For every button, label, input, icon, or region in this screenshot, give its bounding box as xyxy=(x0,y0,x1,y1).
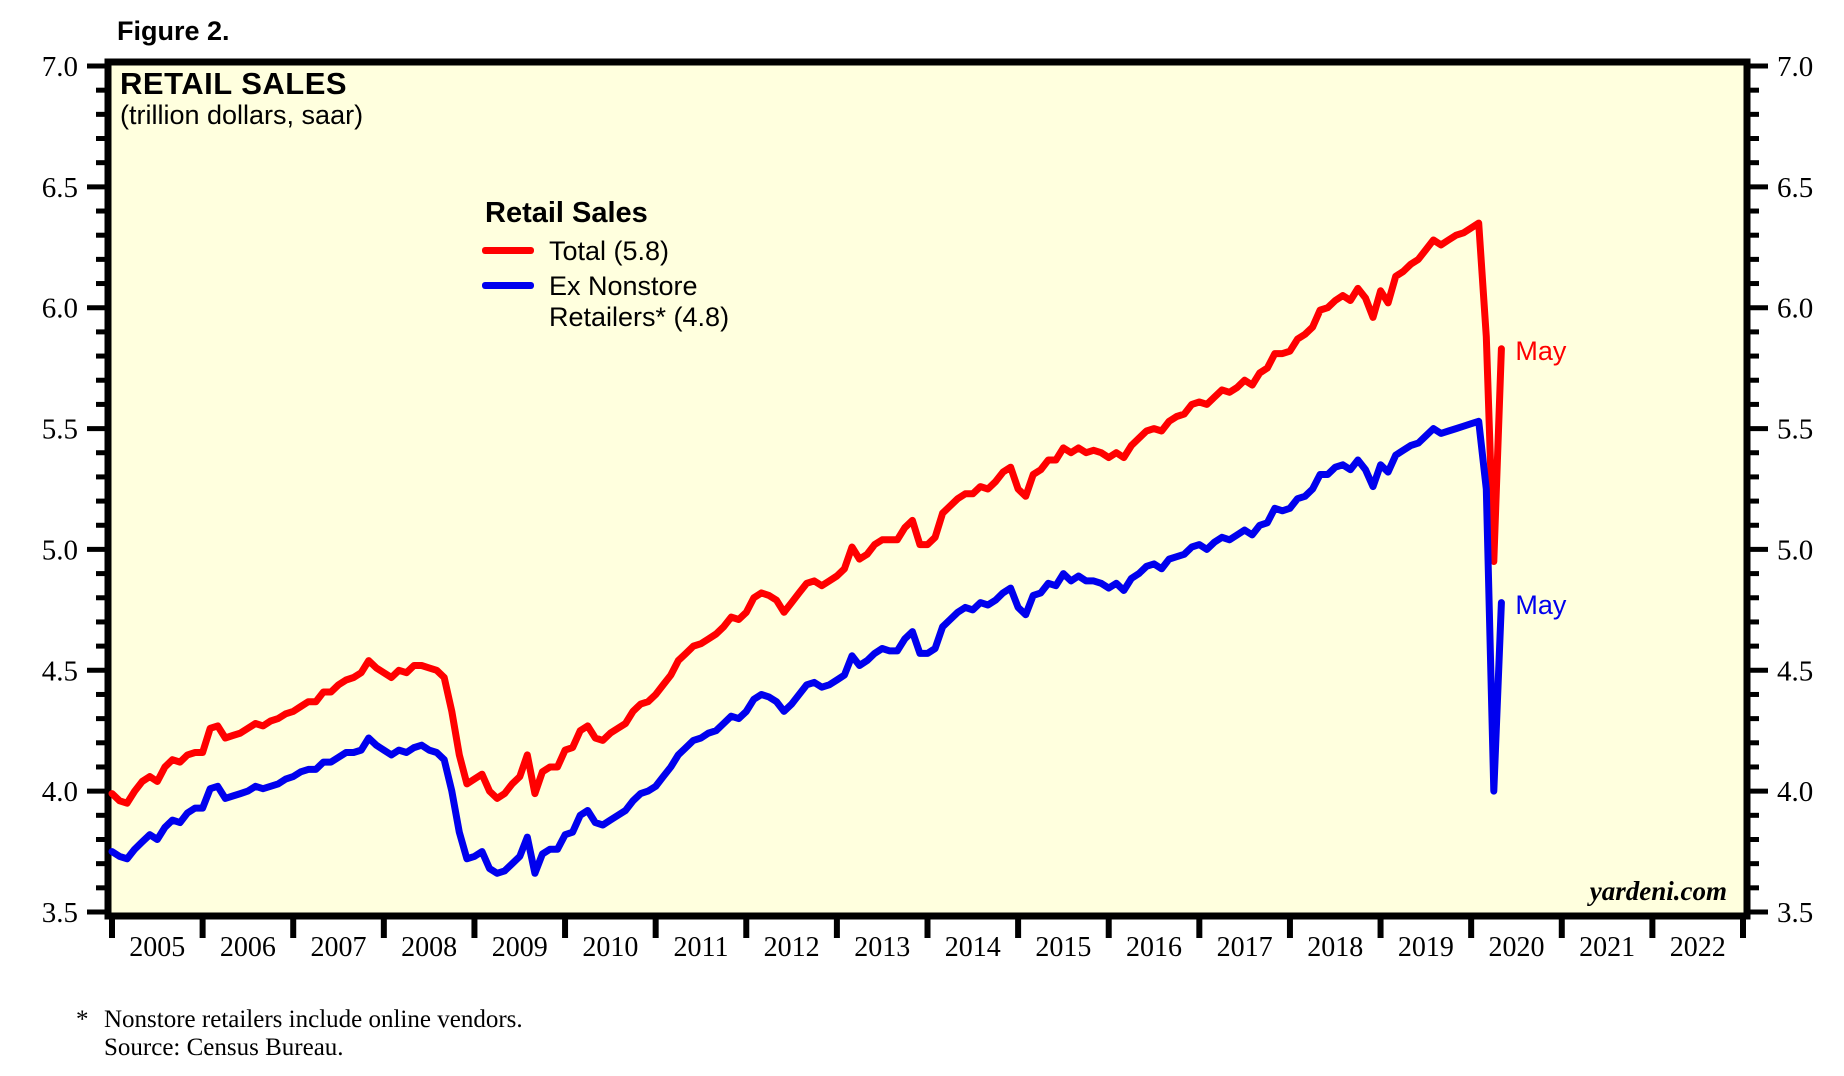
annotation-may-total: May xyxy=(1515,335,1567,366)
y-axis-label-left: 4.0 xyxy=(42,776,78,808)
ex-nonstore-series-line xyxy=(108,417,1505,877)
x-axis-year-label: 2021 xyxy=(1579,932,1635,963)
total-line-swatch xyxy=(482,247,534,254)
footnote: * Nonstore retailers include online vend… xyxy=(76,1006,523,1062)
y-axis-label-left: 7.0 xyxy=(42,51,78,83)
y-axis-label-right: 6.5 xyxy=(1777,172,1813,204)
legend-header: Retail Sales xyxy=(485,197,648,229)
x-axis-year-label: 2005 xyxy=(129,932,185,963)
x-axis-year-label: 2006 xyxy=(220,932,276,963)
y-axis-label-right: 4.0 xyxy=(1777,776,1813,808)
footnote-line1: Nonstore retailers include online vendor… xyxy=(104,1006,523,1033)
x-axis-year-label: 2018 xyxy=(1307,932,1363,963)
total-series-line xyxy=(108,219,1505,807)
watermark: yardeni.com xyxy=(1589,876,1727,906)
y-axis-label-right: 7.0 xyxy=(1777,51,1813,83)
x-axis-year-label: 2011 xyxy=(673,932,728,963)
x-axis-year-label: 2015 xyxy=(1035,932,1091,963)
x-axis-year-label: 2017 xyxy=(1217,932,1273,963)
legend-item-ex-nonstore: Ex Nonstore Retailers* (4.8) xyxy=(482,271,729,333)
legend-label-total: Total (5.8) xyxy=(549,236,670,266)
x-axis-year-label: 2013 xyxy=(854,932,910,963)
x-axis-year-label: 2019 xyxy=(1398,932,1454,963)
annotation-may-ex-nonstore: May xyxy=(1515,589,1567,620)
legend: Retail Sales Total (5.8) Ex Nonstore Ret… xyxy=(482,197,729,333)
footnote-line2: Source: Census Bureau. xyxy=(104,1034,344,1061)
legend-label-ex-nonstore: Ex Nonstore Retailers* (4.8) xyxy=(549,271,730,332)
y-axis-label-left: 5.5 xyxy=(42,414,78,446)
x-axis-year-label: 2008 xyxy=(401,932,457,963)
y-axis-label-left: 6.0 xyxy=(42,293,78,325)
y-axis-label-right: 5.0 xyxy=(1777,534,1813,566)
x-axis-year-label: 2010 xyxy=(582,932,638,963)
y-axis-label-left: 6.5 xyxy=(42,172,78,204)
figure-label: Figure 2. xyxy=(117,16,230,46)
ex-nonstore-line-swatch xyxy=(482,282,534,289)
y-axis-label-left: 5.0 xyxy=(42,534,78,566)
chart-subtitle: (trillion dollars, saar) xyxy=(120,100,364,130)
x-axis-year-label: 2012 xyxy=(764,932,820,963)
y-axis-label-right: 3.5 xyxy=(1777,897,1813,929)
y-axis-label-left: 4.5 xyxy=(42,655,78,687)
x-axis-year-label: 2020 xyxy=(1488,932,1544,963)
x-axis-year-label: 2007 xyxy=(311,932,367,963)
x-axis-year-label: 2016 xyxy=(1126,932,1182,963)
x-axis-year-label: 2014 xyxy=(945,932,1001,963)
legend-item-total: Total (5.8) xyxy=(482,236,729,267)
chart-title: RETAIL SALES xyxy=(120,66,348,101)
y-axis-label-right: 4.5 xyxy=(1777,655,1813,687)
y-axis-label-left: 3.5 xyxy=(42,897,78,929)
y-axis-label-right: 6.0 xyxy=(1777,293,1813,325)
y-axis-label-right: 5.5 xyxy=(1777,414,1813,446)
x-axis-year-label: 2009 xyxy=(492,932,548,963)
x-axis-year-label: 2022 xyxy=(1670,932,1726,963)
plot-area xyxy=(104,58,1751,920)
footnote-marker: * xyxy=(76,1006,89,1033)
